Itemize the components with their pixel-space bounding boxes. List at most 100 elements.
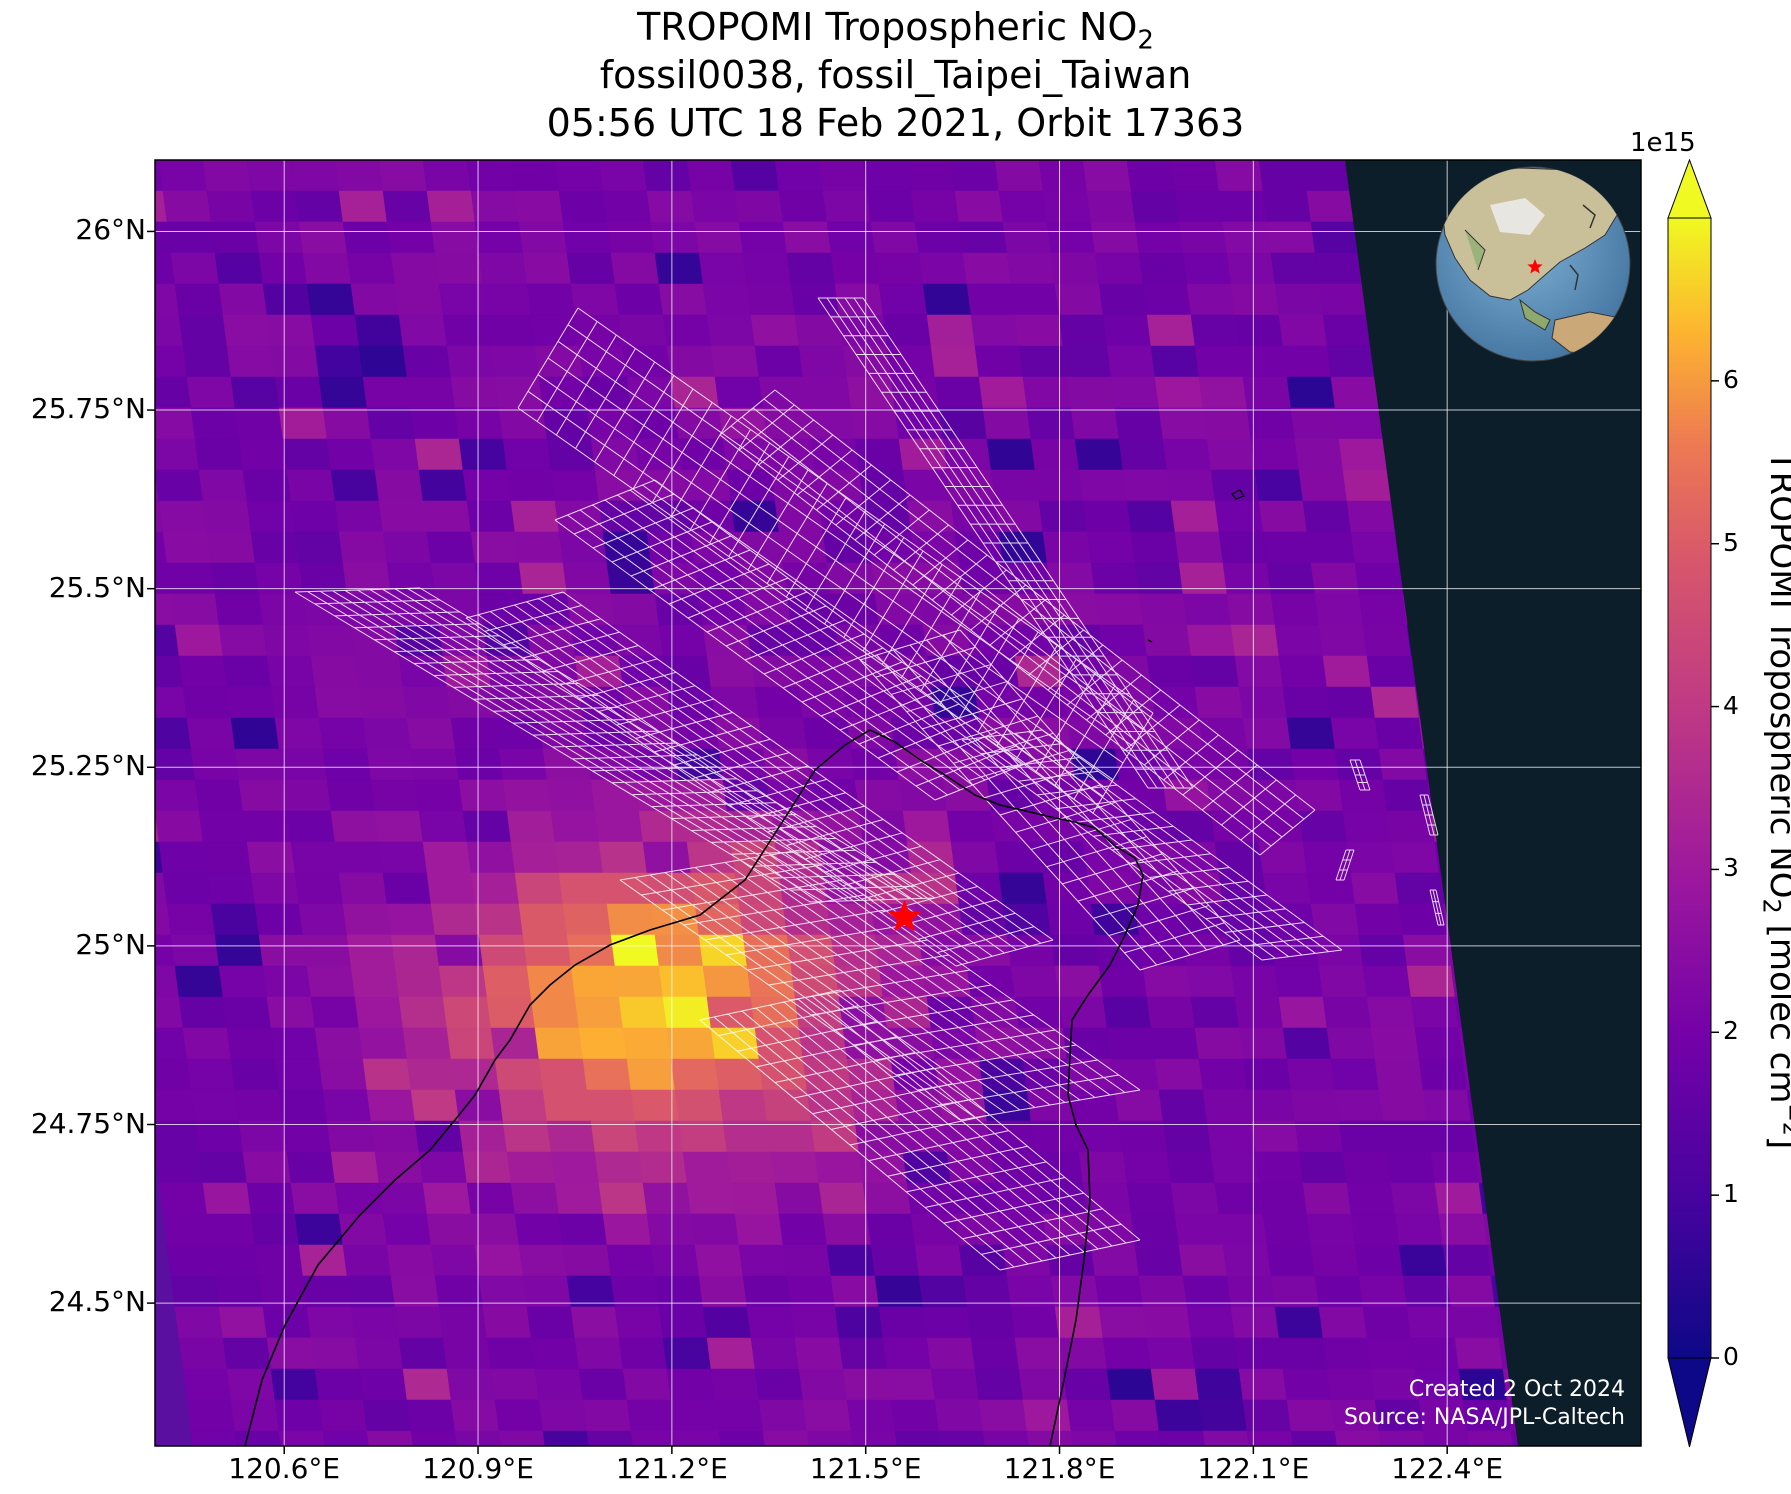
no2-pixel (1182, 934, 1232, 967)
no2-pixel (1390, 1182, 1440, 1215)
no2-pixel (758, 1399, 808, 1432)
no2-pixel (674, 1089, 724, 1122)
no2-pixel (1338, 1120, 1388, 1153)
no2-pixel (1046, 1244, 1096, 1277)
no2-pixel (582, 1399, 632, 1432)
no2-pixel (634, 1120, 684, 1153)
no2-pixel (822, 1213, 872, 1246)
no2-pixel (234, 407, 284, 440)
no2-pixel (574, 996, 624, 1029)
no2-pixel (1242, 1399, 1292, 1432)
no2-pixel (202, 841, 252, 874)
no2-pixel (606, 221, 656, 254)
no2-pixel (234, 748, 284, 781)
no2-pixel (510, 841, 560, 874)
no2-pixel (270, 345, 320, 378)
no2-pixel (1062, 345, 1112, 378)
no2-pixel (1390, 841, 1440, 874)
no2-pixel (1090, 562, 1140, 595)
no2-pixel (1066, 1399, 1116, 1432)
no2-pixel (774, 1182, 824, 1215)
no2-pixel (1086, 872, 1136, 905)
no2-pixel (1126, 160, 1176, 192)
no2-pixel (834, 283, 884, 316)
no2-pixel (446, 1368, 496, 1401)
no2-pixel (526, 624, 576, 657)
no2-pixel (1322, 1337, 1372, 1370)
no2-pixel (430, 562, 480, 595)
no2-pixel (658, 283, 708, 316)
no2-pixel (278, 1430, 326, 1446)
no2-pixel (650, 1244, 700, 1277)
no2-pixel (406, 1399, 456, 1432)
no2-pixel (1322, 655, 1372, 688)
no2-pixel (1334, 407, 1384, 440)
no2-pixel (238, 438, 288, 471)
no2-pixel (1246, 1089, 1296, 1122)
no2-pixel (582, 376, 632, 409)
no2-pixel (1306, 531, 1356, 564)
no2-pixel (506, 469, 556, 502)
no2-pixel (1286, 376, 1336, 409)
no2-pixel (1290, 748, 1340, 781)
lon-tick-label: 121.2°E (615, 1452, 728, 1485)
no2-pixel (155, 468, 156, 471)
no2-pixel (1230, 1306, 1280, 1339)
no2-pixel (1226, 252, 1276, 285)
no2-pixel (67, 470, 115, 501)
no2-pixel (654, 1275, 704, 1308)
lat-tick-label: 25°N (75, 927, 146, 961)
no2-pixel (430, 903, 480, 936)
no2-pixel (290, 160, 340, 192)
no2-pixel (1114, 1430, 1162, 1446)
no2-pixel (542, 748, 592, 781)
no2-pixel (1170, 160, 1220, 192)
no2-pixel (1050, 934, 1100, 967)
no2-pixel (646, 1213, 696, 1246)
no2-pixel (206, 190, 256, 223)
no2-pixel (1438, 1213, 1488, 1246)
no2-pixel (1022, 376, 1072, 409)
no2-pixel (174, 1306, 224, 1339)
no2-pixel (906, 500, 956, 533)
no2-pixel (1010, 965, 1060, 998)
no2-pixel (362, 376, 412, 409)
no2-pixel (362, 1058, 412, 1091)
no2-pixel (1339, 1462, 1387, 1493)
no2-pixel (958, 903, 1008, 936)
no2-pixel (730, 160, 780, 192)
no2-pixel (834, 1306, 884, 1339)
no2-pixel (166, 562, 216, 595)
no2-pixel (166, 221, 216, 254)
no2-pixel (1110, 376, 1160, 409)
no2-pixel (1374, 1058, 1424, 1091)
no2-pixel (886, 345, 936, 378)
no2-pixel (202, 160, 252, 192)
no2-pixel (1406, 1306, 1456, 1339)
no2-pixel (910, 190, 960, 223)
no2-pixel (966, 624, 1016, 657)
no2-pixel (706, 996, 756, 1029)
no2-pixel (190, 407, 240, 440)
no2-pixel (1278, 655, 1328, 688)
no2-pixel (530, 1337, 580, 1370)
no2-pixel (1166, 1151, 1216, 1184)
figure-title-line1: TROPOMI Tropospheric NO2 (0, 4, 1791, 64)
no2-pixel (390, 934, 440, 967)
no2-pixel (522, 934, 572, 967)
no2-pixel (658, 1306, 708, 1339)
colorbar-label-end: ] (1762, 1136, 1791, 1149)
no2-pixel (410, 1430, 458, 1446)
no2-pixel (670, 1399, 720, 1432)
no2-pixel (434, 252, 484, 285)
no2-pixel (1326, 1027, 1376, 1060)
no2-pixel (842, 345, 892, 378)
no2-pixel (754, 1368, 804, 1401)
no2-pixel (258, 252, 308, 285)
no2-pixel (1330, 717, 1380, 750)
colorbar-tick-label: 5 (1723, 527, 1739, 557)
no2-pixel (230, 1058, 280, 1091)
no2-pixel (1154, 1399, 1204, 1432)
no2-pixel (654, 934, 704, 967)
